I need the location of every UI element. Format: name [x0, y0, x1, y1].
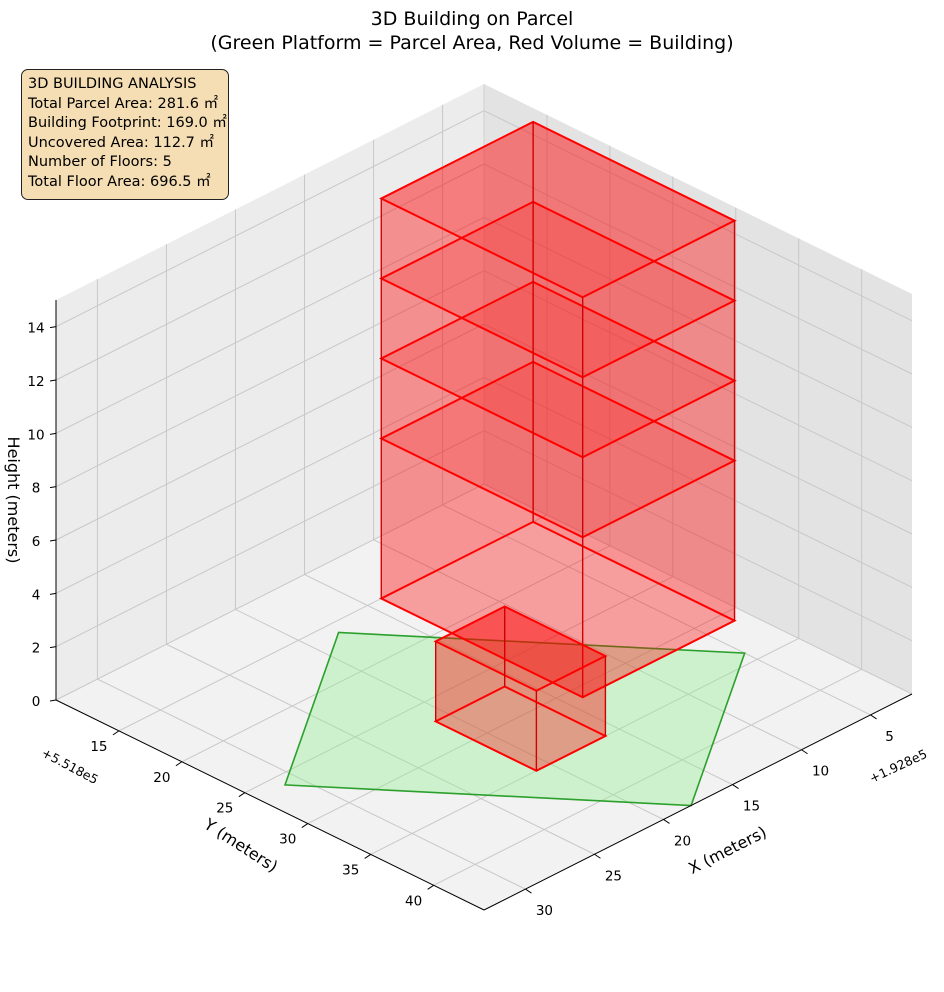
grid-line-z	[483, 163, 913, 375]
grid-line-y	[307, 607, 736, 824]
x-tick-label: 10	[812, 764, 829, 780]
x-tick	[594, 853, 601, 859]
grid-line-z	[483, 323, 913, 535]
y-tick	[364, 853, 371, 859]
x-tick	[801, 749, 808, 755]
info-line-parcel-area: Total Parcel Area: 281.6 ㎡	[28, 95, 219, 112]
y-axis-label: Y (meters)	[200, 814, 281, 876]
z-tick	[49, 539, 57, 542]
building-face-tower	[381, 121, 534, 599]
back-pane-right	[484, 84, 912, 694]
grid-line-z	[55, 323, 485, 541]
x-tick-label: 25	[605, 868, 622, 884]
grid-line-z	[55, 270, 485, 488]
floor-slab-annex	[433, 685, 608, 772]
back-pane-left	[56, 84, 484, 700]
y-tick-label: 35	[342, 862, 359, 878]
grid-line-z	[483, 430, 913, 642]
z-tick-label: 14	[27, 321, 44, 337]
floor-slab-tower	[379, 120, 737, 299]
z-tick	[49, 486, 57, 489]
y-tick-label: 15	[90, 739, 107, 755]
z-tick-label: 6	[32, 534, 41, 550]
info-line-floors: Number of Floors: 5	[28, 154, 172, 171]
info-line-footprint: Building Footprint: 169.0 ㎡	[28, 115, 227, 132]
z-tick-label: 4	[32, 587, 41, 603]
y-tick	[427, 884, 434, 890]
y-axis-line	[55, 699, 485, 911]
z-tick-label: 2	[32, 641, 41, 657]
x-tick	[870, 714, 877, 720]
x-tick-label: 5	[885, 729, 894, 745]
z-tick	[49, 646, 57, 649]
x-tick	[732, 784, 739, 789]
z-tick	[49, 379, 57, 382]
building-face-annex	[435, 606, 505, 722]
building-face-annex	[504, 606, 606, 736]
x-tick-label: 30	[536, 903, 553, 919]
grid-line-z	[55, 110, 485, 328]
grid-line-z	[55, 163, 485, 381]
z-axis-label: Height (meters)	[4, 437, 23, 564]
grid-line-z	[483, 270, 913, 482]
grid-line-z	[483, 483, 913, 695]
z-tick-label: 12	[27, 374, 44, 390]
grid-line-y	[433, 668, 862, 886]
building-face-tower	[582, 220, 735, 698]
y-tick	[175, 761, 183, 767]
grid-line-x	[304, 574, 733, 786]
x-tick	[663, 819, 670, 824]
x-axis-label: X (meters)	[685, 822, 769, 878]
grid-line-z	[55, 376, 485, 594]
grid-line-z	[55, 483, 485, 701]
analysis-info-box: 3D BUILDING ANALYSIS Total Parcel Area: …	[21, 69, 229, 200]
y-tick-label: 40	[405, 893, 422, 909]
building-face-annex	[435, 641, 537, 771]
z-tick-label: 0	[32, 694, 41, 710]
info-line-uncovered-area: Uncovered Area: 112.7 ㎡	[28, 134, 215, 151]
chart-subtitle: (Green Platform = Parcel Area, Red Volum…	[210, 32, 734, 54]
z-tick	[49, 699, 57, 702]
grid-line-z	[483, 110, 913, 322]
grid-line-z	[55, 216, 485, 434]
y-tick-label: 25	[216, 801, 233, 817]
x-axis-line	[483, 693, 913, 911]
y-tick-label: 30	[279, 832, 296, 848]
x-offset-label: +1.928e5	[867, 746, 929, 786]
grid-line-z	[483, 376, 913, 588]
grid-line-x	[166, 643, 595, 855]
grid-line-z	[483, 216, 913, 428]
x-tick-label: 15	[743, 799, 760, 815]
z-tick	[49, 326, 57, 329]
z-tick-label: 8	[32, 481, 41, 497]
grid-line-y	[244, 576, 674, 794]
grid-line-y	[181, 545, 611, 763]
grid-line-x	[442, 504, 871, 716]
z-tick	[49, 432, 57, 435]
grid-line-z	[55, 430, 485, 648]
grid-line-x	[97, 678, 526, 890]
z-tick-label: 10	[27, 427, 44, 443]
y-tick	[301, 823, 309, 828]
info-line-total-floor-area: Total Floor Area: 696.5 ㎡	[28, 173, 211, 190]
x-tick-label: 20	[674, 833, 691, 849]
building-face-annex	[536, 656, 606, 771]
y-tick	[112, 730, 120, 736]
info-box-heading: 3D BUILDING ANALYSIS	[28, 76, 197, 92]
y-tick	[238, 792, 246, 798]
chart-title: 3D Building on Parcel	[370, 8, 574, 30]
z-tick	[49, 592, 57, 595]
x-tick	[525, 888, 532, 894]
y-tick-label: 20	[153, 770, 170, 786]
